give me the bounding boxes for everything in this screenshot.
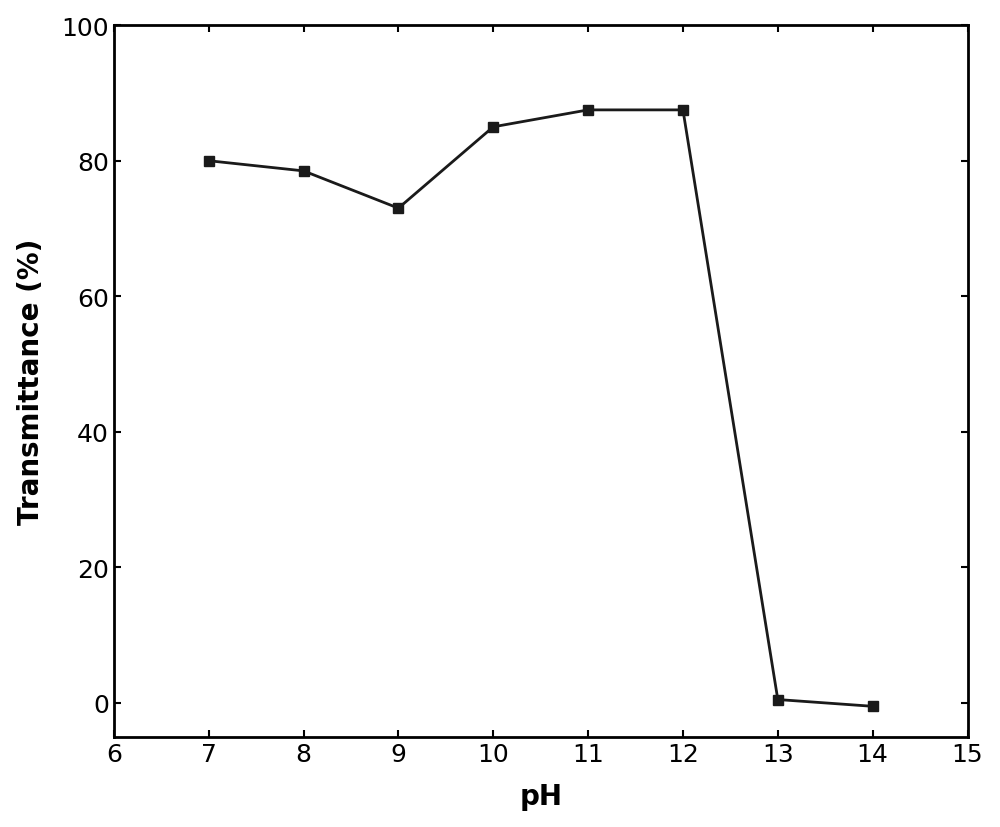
X-axis label: pH: pH (519, 782, 562, 810)
Y-axis label: Transmittance (%): Transmittance (%) (17, 238, 45, 524)
